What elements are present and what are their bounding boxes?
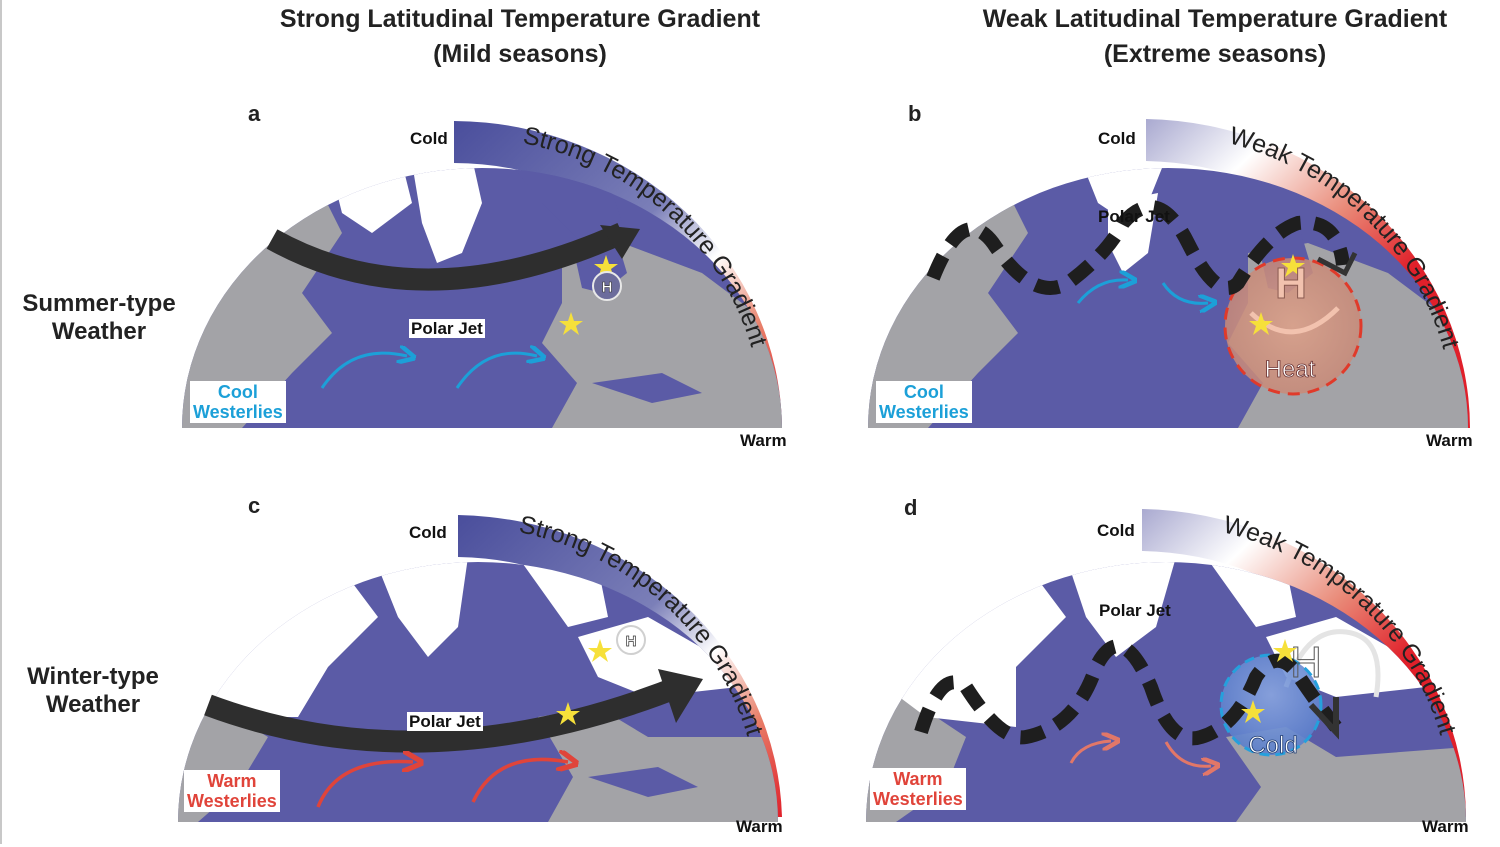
westerly-arrow bbox=[1161, 282, 1208, 303]
high-pressure-circle bbox=[616, 625, 646, 655]
westerly-arrow bbox=[471, 759, 568, 803]
cold-pool bbox=[1219, 653, 1323, 757]
polar-jet-stream bbox=[926, 200, 1350, 295]
left-border-rule bbox=[0, 0, 2, 844]
high-pressure-label: H bbox=[602, 279, 613, 296]
westerlies-line2: Westerlies bbox=[187, 791, 277, 811]
westerly-arrow bbox=[455, 353, 537, 389]
westerlies-line2: Westerlies bbox=[873, 789, 963, 809]
row-heading-line2: Weather bbox=[51, 318, 147, 345]
row-heading-line1: Winter-type bbox=[27, 663, 159, 690]
high-pressure-label: H bbox=[626, 633, 637, 650]
heat-dome bbox=[1223, 256, 1363, 396]
westerlies-line1: Cool bbox=[903, 382, 944, 402]
cold-label: Cold bbox=[409, 523, 447, 542]
star-marker bbox=[1281, 254, 1305, 277]
westerlies-label: Cool Westerlies bbox=[876, 381, 972, 423]
cold-label: Cold bbox=[410, 129, 448, 148]
star-marker bbox=[556, 702, 580, 725]
cold-label: Cold bbox=[1097, 521, 1135, 540]
polar-jet-label: Polar Jet bbox=[409, 319, 485, 338]
westerly-arrow bbox=[1069, 741, 1111, 764]
cold-label: Cold bbox=[1098, 129, 1136, 148]
column-heading-line2: (Extreme seasons) bbox=[1103, 40, 1327, 68]
westerlies-label: Cool Westerlies bbox=[190, 381, 286, 423]
hemisphere-map: H Strong Temperature Gradient bbox=[182, 121, 782, 428]
westerly-arrow bbox=[1164, 741, 1211, 766]
panel-a: a H bbox=[182, 93, 802, 453]
polar-jet-stream bbox=[266, 222, 627, 291]
warm-label: Warm bbox=[1426, 431, 1473, 450]
westerlies-line1: Warm bbox=[893, 769, 943, 789]
panel-b: b H Heat Weak Temperature Gradient Cold … bbox=[868, 93, 1488, 453]
warm-label: Warm bbox=[736, 817, 783, 836]
column-heading-line1: Weak Latitudinal Temperature Gradient bbox=[982, 5, 1448, 33]
jet-arrowhead bbox=[600, 225, 640, 259]
anticyclone-swirl bbox=[1283, 629, 1381, 698]
westerlies-label: Warm Westerlies bbox=[870, 768, 966, 810]
jet-arrowhead bbox=[1316, 251, 1358, 277]
westerlies-label: Warm Westerlies bbox=[184, 770, 280, 812]
star-marker bbox=[1249, 312, 1273, 335]
panel-d: d H Cold Weak Temperature Gradient Cold … bbox=[866, 487, 1486, 847]
star-marker bbox=[1241, 700, 1265, 723]
westerlies-line1: Cool bbox=[217, 382, 258, 402]
polar-jet-label: Polar Jet bbox=[1099, 601, 1171, 620]
westerly-arrow bbox=[320, 353, 407, 389]
westerlies-line2: Westerlies bbox=[879, 402, 969, 422]
warm-label: Warm bbox=[1422, 817, 1469, 836]
panel-c: c H Strong Temperature Gradient Cold War… bbox=[178, 487, 798, 847]
column-heading-line2: (Mild seasons) bbox=[433, 40, 607, 68]
jet-arrowhead bbox=[658, 669, 703, 723]
polar-jet-stream bbox=[204, 674, 688, 753]
panel-letter: c bbox=[248, 493, 261, 518]
row-heading-summer: Summer-type Weather bbox=[0, 290, 198, 346]
jet-arrowhead bbox=[1308, 697, 1339, 740]
polar-jet-label: Polar Jet bbox=[407, 712, 483, 731]
row-heading-winter: Winter-type Weather bbox=[0, 663, 186, 719]
panel-letter: a bbox=[248, 101, 261, 126]
star-marker bbox=[559, 312, 583, 335]
column-heading-weak: Weak Latitudinal Temperature Gradient (E… bbox=[930, 2, 1500, 72]
warm-label: Warm bbox=[740, 431, 787, 450]
row-heading-line1: Summer-type bbox=[22, 290, 176, 317]
panel-letter: b bbox=[908, 101, 922, 126]
heat-label: Heat bbox=[1265, 356, 1316, 383]
polar-jet-label: Polar Jet bbox=[1098, 207, 1170, 226]
westerly-arrow bbox=[316, 762, 413, 808]
column-heading-line1: Strong Latitudinal Temperature Gradient bbox=[279, 5, 761, 33]
row-heading-line2: Weather bbox=[45, 691, 141, 718]
westerlies-line2: Westerlies bbox=[193, 402, 283, 422]
hemisphere-map: H Cold Weak Temperature Gradient bbox=[866, 509, 1466, 822]
star-marker bbox=[588, 639, 612, 662]
high-pressure-label: H bbox=[1275, 259, 1307, 308]
westerlies-line1: Warm bbox=[207, 771, 257, 791]
column-heading-strong: Strong Latitudinal Temperature Gradient … bbox=[230, 2, 810, 72]
panel-letter: d bbox=[904, 495, 918, 520]
polar-jet-stream bbox=[914, 639, 1342, 746]
cold-label-anomaly: Cold bbox=[1248, 732, 1297, 759]
star-marker bbox=[1273, 639, 1297, 662]
westerly-arrow bbox=[1076, 280, 1128, 304]
high-pressure-circle bbox=[592, 271, 622, 301]
